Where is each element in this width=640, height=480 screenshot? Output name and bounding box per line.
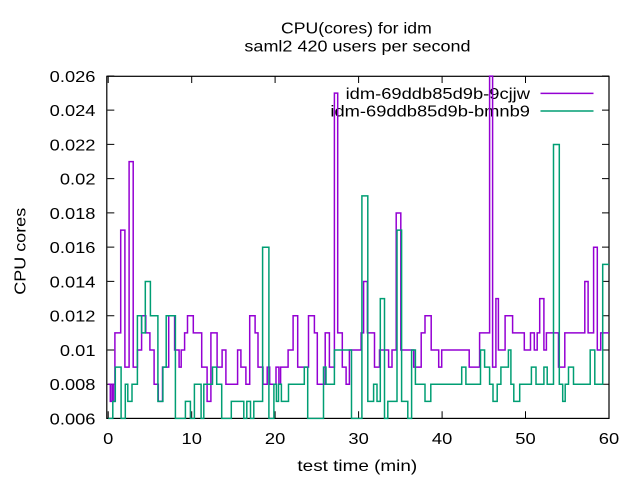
svg-text:idm-69ddb85d9b-bmnb9: idm-69ddb85d9b-bmnb9 [330,104,530,121]
svg-text:0.022: 0.022 [50,137,96,154]
svg-text:50: 50 [515,431,536,448]
svg-text:10: 10 [182,431,203,448]
svg-text:0.016: 0.016 [50,240,96,257]
svg-text:0.01: 0.01 [60,343,96,360]
svg-text:CPU cores: CPU cores [13,208,30,295]
svg-text:0.018: 0.018 [50,206,96,223]
svg-text:test time (min): test time (min) [297,458,417,475]
svg-text:40: 40 [432,431,453,448]
svg-text:saml2 420 users per second: saml2 420 users per second [244,38,470,55]
svg-text:0.006: 0.006 [50,411,96,428]
svg-text:0.026: 0.026 [50,69,96,86]
svg-text:30: 30 [348,431,369,448]
svg-text:0.024: 0.024 [50,103,96,120]
svg-text:20: 20 [265,431,286,448]
svg-text:CPU(cores) for idm: CPU(cores) for idm [281,21,432,38]
svg-text:idm-69ddb85d9b-9cjjw: idm-69ddb85d9b-9cjjw [346,86,531,103]
svg-text:0.008: 0.008 [50,377,96,394]
svg-text:0.02: 0.02 [60,172,96,189]
svg-text:0.014: 0.014 [50,274,96,291]
svg-text:0.012: 0.012 [50,309,96,326]
svg-text:60: 60 [599,431,620,448]
svg-text:0: 0 [103,431,113,448]
